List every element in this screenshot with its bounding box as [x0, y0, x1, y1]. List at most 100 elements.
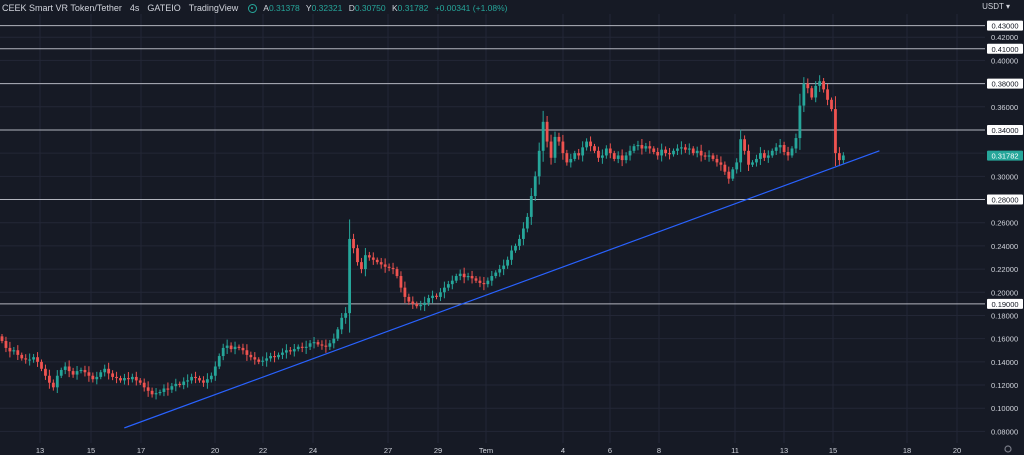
candle-body: [130, 376, 134, 380]
candle-body: [162, 388, 166, 392]
candle-body: [668, 153, 671, 155]
candle-body: [4, 340, 8, 348]
candle-body: [470, 276, 474, 279]
candle-body: [498, 269, 502, 273]
candle-body: [664, 149, 667, 154]
candle-body: [146, 387, 150, 391]
candle-body: [20, 354, 24, 359]
candle-body: [778, 145, 782, 148]
exchange-label: GATEIO: [147, 3, 181, 13]
price-level-label: 0.19000: [991, 300, 1018, 309]
candle-body: [604, 148, 608, 156]
candle-body: [407, 296, 411, 302]
candle-body: [557, 136, 561, 142]
candle-body: [450, 280, 454, 285]
candle-body: [166, 388, 170, 390]
candle-body: [751, 162, 754, 165]
candle-body: [478, 280, 482, 283]
candle-body: [782, 145, 786, 152]
candle-body: [119, 378, 122, 381]
candle-body: [431, 295, 434, 299]
candle-body: [593, 146, 596, 151]
candle-body: [190, 376, 193, 381]
candle-body: [628, 150, 632, 156]
candle-body: [59, 369, 63, 376]
candle-body: [510, 250, 513, 260]
ohlc-legend: A0.31378 Y0.32321 D0.30750 K0.31782 +0.0…: [263, 3, 511, 13]
candle-body: [585, 141, 588, 148]
candle-body: [174, 383, 178, 387]
candle-body: [755, 158, 758, 163]
candle-body: [328, 343, 332, 347]
candle-body: [494, 272, 498, 277]
y-tick-label: 0.20000: [991, 288, 1018, 297]
y-tick-label: 0.12000: [991, 381, 1018, 390]
candle-body: [24, 358, 28, 360]
candle-body: [735, 162, 739, 170]
candle-body: [695, 150, 699, 154]
candle-body: [549, 141, 553, 158]
candle-body: [518, 238, 521, 246]
candle-body: [474, 278, 478, 281]
settings-gear-icon[interactable]: [1004, 445, 1012, 453]
x-tick-label: 11: [731, 446, 739, 455]
candle-body: [616, 155, 620, 159]
symbol-name[interactable]: CEEK Smart VR Token/Tether: [2, 3, 122, 13]
candle-body: [806, 83, 810, 89]
candle-body: [537, 150, 541, 177]
candle-body: [63, 366, 67, 370]
candle-body: [364, 255, 367, 270]
candle-body: [522, 228, 525, 239]
price-level-label: 0.34000: [991, 126, 1018, 135]
candle-body: [281, 352, 284, 355]
candle-body: [818, 81, 822, 86]
candle-body: [344, 313, 348, 318]
candle-body: [285, 350, 288, 353]
candle-body: [237, 346, 241, 348]
candle-body: [383, 264, 387, 267]
candle-body: [691, 148, 695, 154]
candle-body: [209, 375, 213, 380]
candle-body: [762, 153, 766, 158]
candle-body: [427, 298, 430, 303]
price-axis[interactable]: [985, 0, 1024, 455]
candle-body: [241, 347, 245, 351]
candle-body: [826, 89, 829, 100]
candle-body: [348, 238, 351, 314]
candle-body: [569, 158, 573, 163]
currency-selector[interactable]: USDT ▾: [982, 2, 1010, 11]
candle-body: [360, 262, 363, 270]
candle-body: [652, 148, 656, 152]
price-level-tag: [987, 298, 1023, 309]
x-tick-label: 15: [87, 446, 95, 455]
candle-body: [273, 356, 276, 358]
x-tick-label: 13: [36, 446, 44, 455]
candle-body: [541, 121, 545, 151]
candle-body: [711, 155, 715, 159]
candle-body: [727, 171, 731, 179]
candle-body: [336, 329, 340, 339]
candle-body: [624, 155, 628, 161]
candle-body: [834, 109, 837, 154]
candle-body: [67, 366, 71, 372]
candle-body: [391, 267, 395, 270]
y-tick-label: 0.18000: [991, 311, 1018, 320]
candle-body: [798, 105, 802, 139]
candle-body: [561, 141, 565, 154]
candle-body: [794, 138, 798, 149]
interval-label[interactable]: 4s: [129, 3, 140, 13]
trendline[interactable]: [124, 150, 880, 429]
candle-body: [320, 344, 324, 346]
candle-body: [32, 357, 35, 360]
candle-body: [249, 354, 253, 358]
candle-body: [581, 147, 585, 156]
candle-body: [589, 141, 592, 147]
x-tick-label: 22: [259, 446, 267, 455]
y-tick-label: 0.08000: [991, 427, 1018, 436]
candle-body: [802, 83, 806, 106]
candle-body: [111, 373, 114, 377]
y-tick-label: 0.10000: [991, 404, 1018, 413]
candle-body: [16, 350, 20, 355]
close-label: K: [391, 3, 398, 13]
